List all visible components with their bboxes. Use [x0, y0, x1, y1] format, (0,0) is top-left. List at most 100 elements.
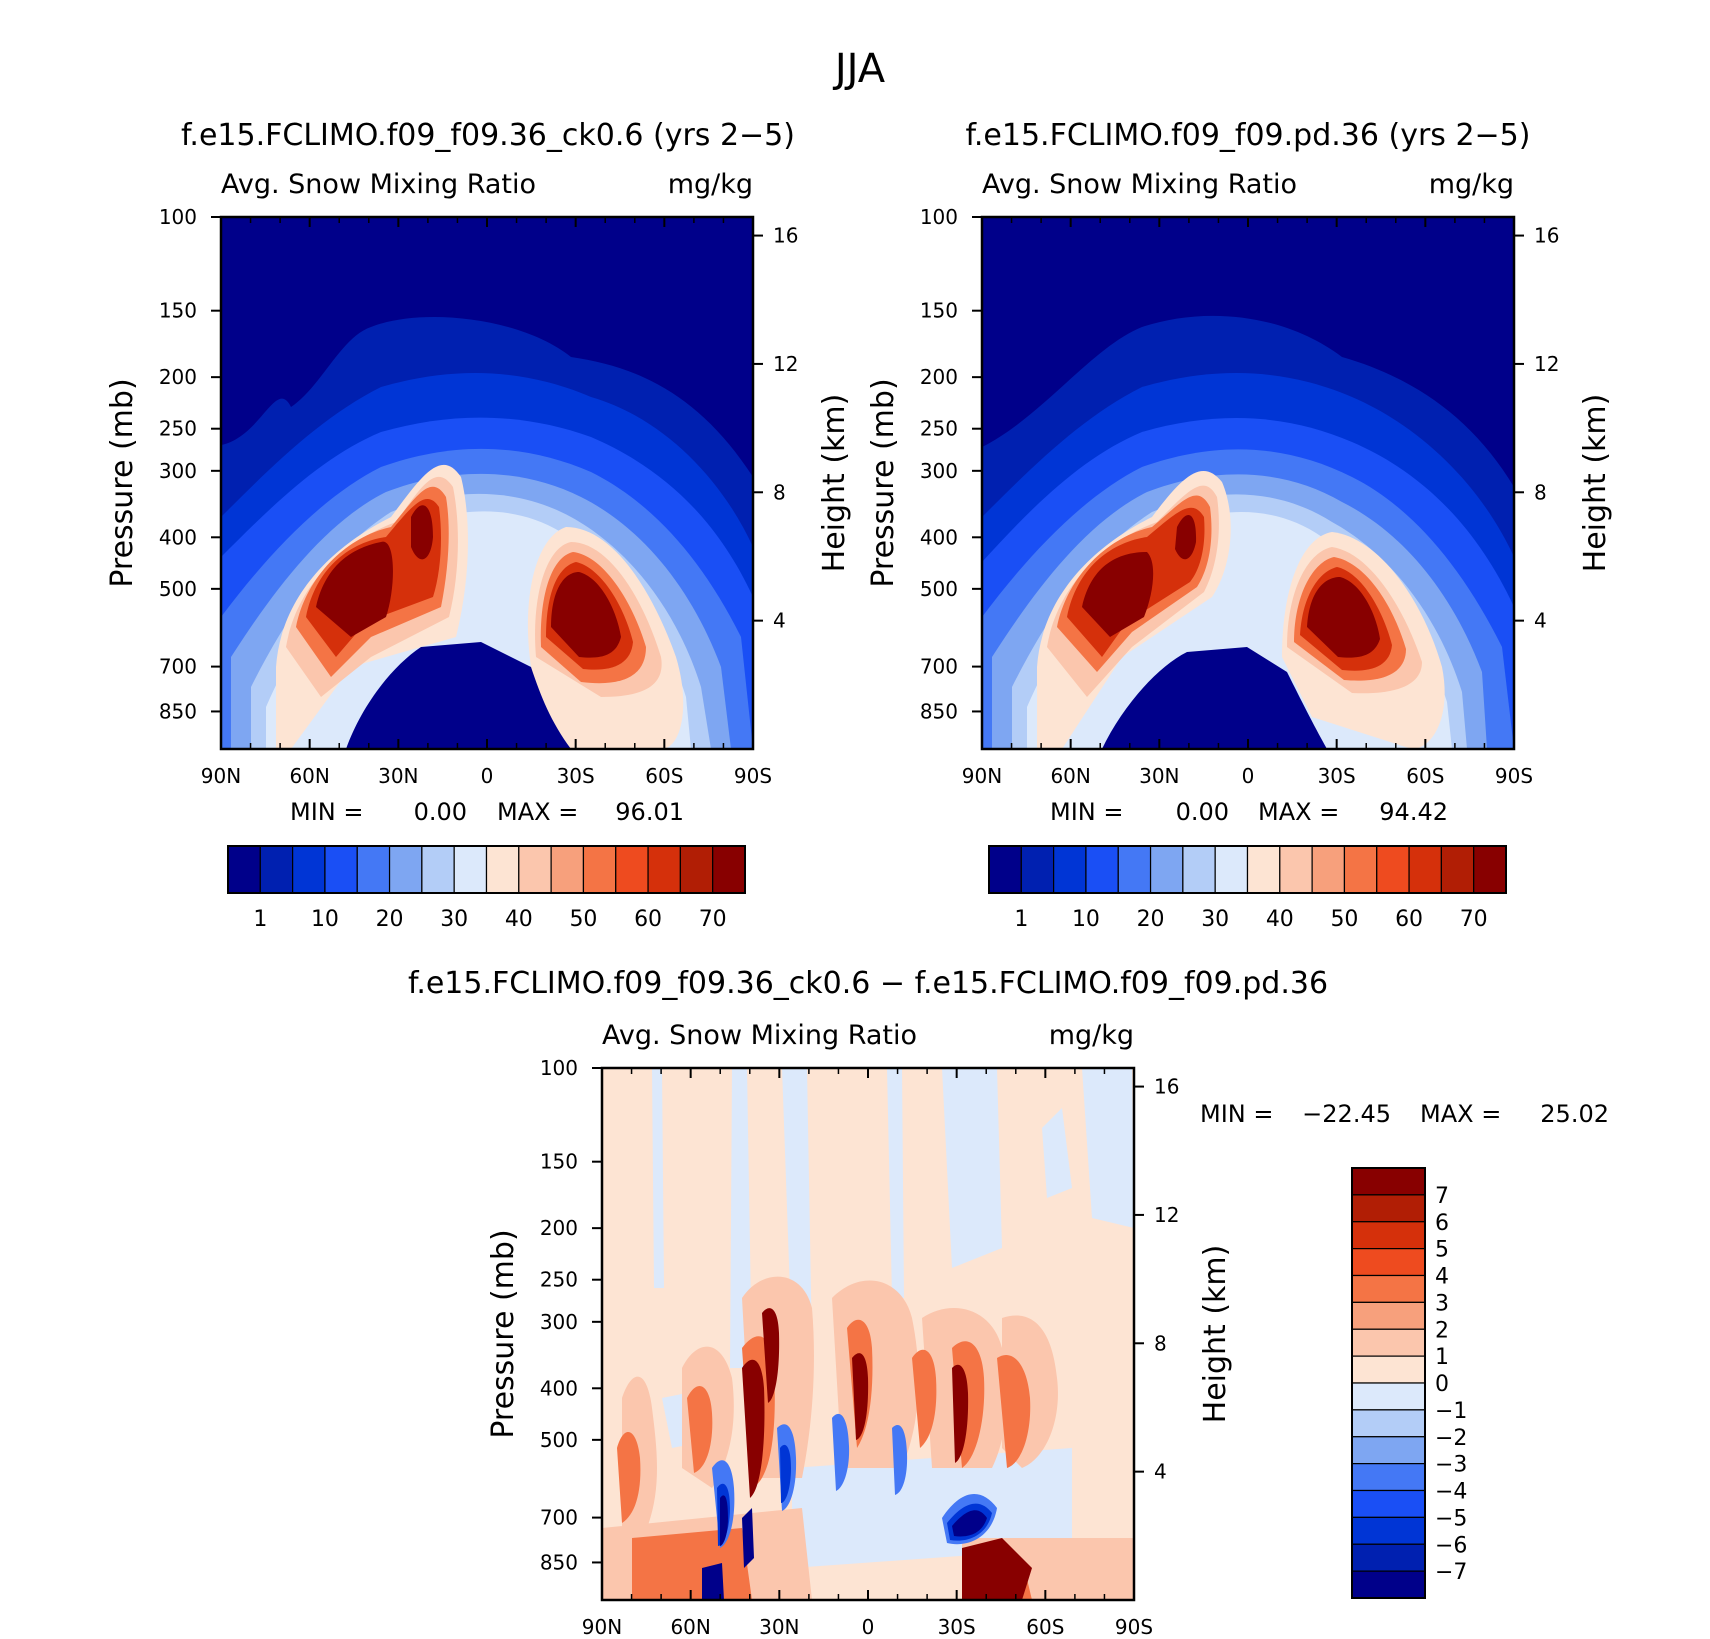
contour-high-left-5: [1082, 515, 1197, 637]
colorbar-swatch: [1351, 1409, 1426, 1438]
y-tick-label: 250: [540, 1268, 578, 1292]
colorbar-label: 1: [1435, 1345, 1449, 1370]
y-right-tick-label: 16: [1154, 1075, 1179, 1099]
panel-title: f.e15.FCLIMO.f09_f09.36_ck0.6 (yrs 2−5): [181, 118, 795, 153]
subtitle-left: Avg. Snow Mixing Ratio: [982, 169, 1297, 200]
x-tick-label: 90S: [1495, 764, 1533, 788]
units-label: mg/kg: [1049, 1020, 1134, 1051]
colorbar-frame: [227, 845, 746, 894]
colorbar-swatch: [1473, 845, 1507, 894]
colorbar-label: 1: [1014, 907, 1028, 932]
y-tick-label: 400: [920, 525, 958, 549]
y-tick-label: 150: [540, 1150, 578, 1174]
y-right-tick-label: 12: [773, 352, 798, 376]
panel-1: f.e15.FCLIMO.f09_f09.36_ck0.6 (yrs 2−5) …: [105, 118, 852, 932]
y-tick-label: 100: [159, 205, 197, 229]
colorbar-swatch: [227, 845, 261, 894]
x-tick-label: 90N: [582, 1615, 622, 1639]
contour-high-right-5: [551, 572, 621, 658]
colorbar-swatch: [1020, 845, 1055, 894]
min-label: MIN =: [1050, 798, 1123, 826]
y-axis-title: Pressure (mb): [105, 378, 140, 587]
min-value: −22.45: [1302, 1100, 1391, 1128]
colorbar-swatch: [1376, 845, 1410, 894]
colorbar-label: 7: [1435, 1184, 1449, 1209]
colorbar-swatch: [1182, 845, 1216, 894]
colorbar-swatch: [1214, 845, 1249, 894]
colorbar-swatch: [679, 845, 714, 894]
x-tick-label: 60S: [1026, 1615, 1064, 1639]
x-tick-label: 30N: [378, 764, 418, 788]
colorbar-label: −5: [1435, 1506, 1467, 1531]
colorbar-label: 1: [253, 907, 267, 932]
y-tick-label: 150: [920, 299, 958, 323]
min-label: MIN =: [290, 798, 363, 826]
colorbar-swatch: [1351, 1301, 1426, 1330]
y-tick-label: 850: [540, 1550, 578, 1574]
colorbar-swatch: [421, 845, 455, 894]
x-tick-label: 60S: [645, 764, 683, 788]
colorbar-swatch: [1351, 1382, 1426, 1411]
x-tick-label: 0: [481, 764, 494, 788]
y-right-tick-label: 4: [1154, 1460, 1167, 1484]
x-tick-label: 90N: [201, 764, 241, 788]
colorbar: 1 10 20 30 40 50 60 70: [988, 845, 1507, 932]
y-tick-label: 250: [920, 417, 958, 441]
y-right-tick-label: 16: [773, 224, 798, 248]
colorbar-swatch: [1351, 1328, 1426, 1357]
axes: 90N 60N 30N 0 30S 60S 90S 100 150 200 250 300 400 500…: [920, 205, 1560, 788]
colorbar-swatch: [1351, 1167, 1426, 1196]
min-value: 0.00: [1176, 798, 1229, 826]
y-right-axis-title: Height (km): [1198, 1245, 1233, 1424]
colorbar-swatch: [1343, 845, 1378, 894]
y-right-tick-label: 12: [1534, 352, 1559, 376]
x-tick-label: 30N: [759, 1615, 799, 1639]
colorbar-label: 50: [569, 907, 597, 932]
y-tick-label: 300: [540, 1310, 578, 1334]
y-tick-label: 250: [159, 417, 197, 441]
colorbar-label: 0: [1435, 1372, 1449, 1397]
colorbar-swatch: [259, 845, 294, 894]
colorbar-label: 40: [505, 907, 533, 932]
y-right-tick-label: 8: [1534, 480, 1547, 504]
x-tick-label: 90S: [1115, 1615, 1153, 1639]
x-tick-label: 60N: [1050, 764, 1090, 788]
colorbar-swatch: [1149, 845, 1184, 894]
colorbar-label: 10: [311, 907, 339, 932]
colorbar-swatch: [1351, 1355, 1426, 1384]
colorbar-swatch: [1311, 845, 1346, 894]
x-tick-label: 60N: [289, 764, 329, 788]
colorbar-swatch: [1440, 845, 1475, 894]
colorbar-label: 10: [1072, 907, 1100, 932]
contour-neg-2: [717, 1444, 992, 1546]
colorbar-label: −2: [1435, 1426, 1467, 1451]
x-tick-label: 30S: [1318, 764, 1356, 788]
colorbar-swatch: [485, 845, 520, 894]
colorbar-swatch: [615, 845, 649, 894]
y-tick-label: 700: [159, 655, 197, 679]
figure-title: JJA: [832, 46, 886, 92]
contour-pos-3: [742, 1308, 1032, 1600]
axes: 90N 60N 30N 0 30S 60S 90S 100 150 200 250 300 400 500…: [540, 1056, 1180, 1639]
min-label: MIN =: [1200, 1100, 1273, 1128]
y-axis-title: Pressure (mb): [866, 378, 901, 587]
contour-field: [982, 217, 1514, 749]
x-tick-label: 30N: [1139, 764, 1179, 788]
y-right-tick-label: 4: [773, 609, 786, 633]
units-label: mg/kg: [668, 169, 753, 200]
colorbar-swatch: [1117, 845, 1152, 894]
colorbar-swatch: [1351, 1221, 1426, 1250]
colorbar-swatch: [1351, 1248, 1426, 1277]
colorbar-label: 3: [1435, 1291, 1449, 1316]
y-tick-label: 500: [159, 577, 197, 601]
colorbar-swatch: [1053, 845, 1087, 894]
max-value: 96.01: [615, 798, 684, 826]
colorbar-swatch: [518, 845, 552, 894]
colorbar-swatch: [388, 845, 423, 894]
contour-field: [221, 217, 753, 749]
y-tick-label: 850: [920, 699, 958, 723]
y-tick-label: 200: [159, 365, 197, 389]
x-tick-label: 90S: [734, 764, 772, 788]
